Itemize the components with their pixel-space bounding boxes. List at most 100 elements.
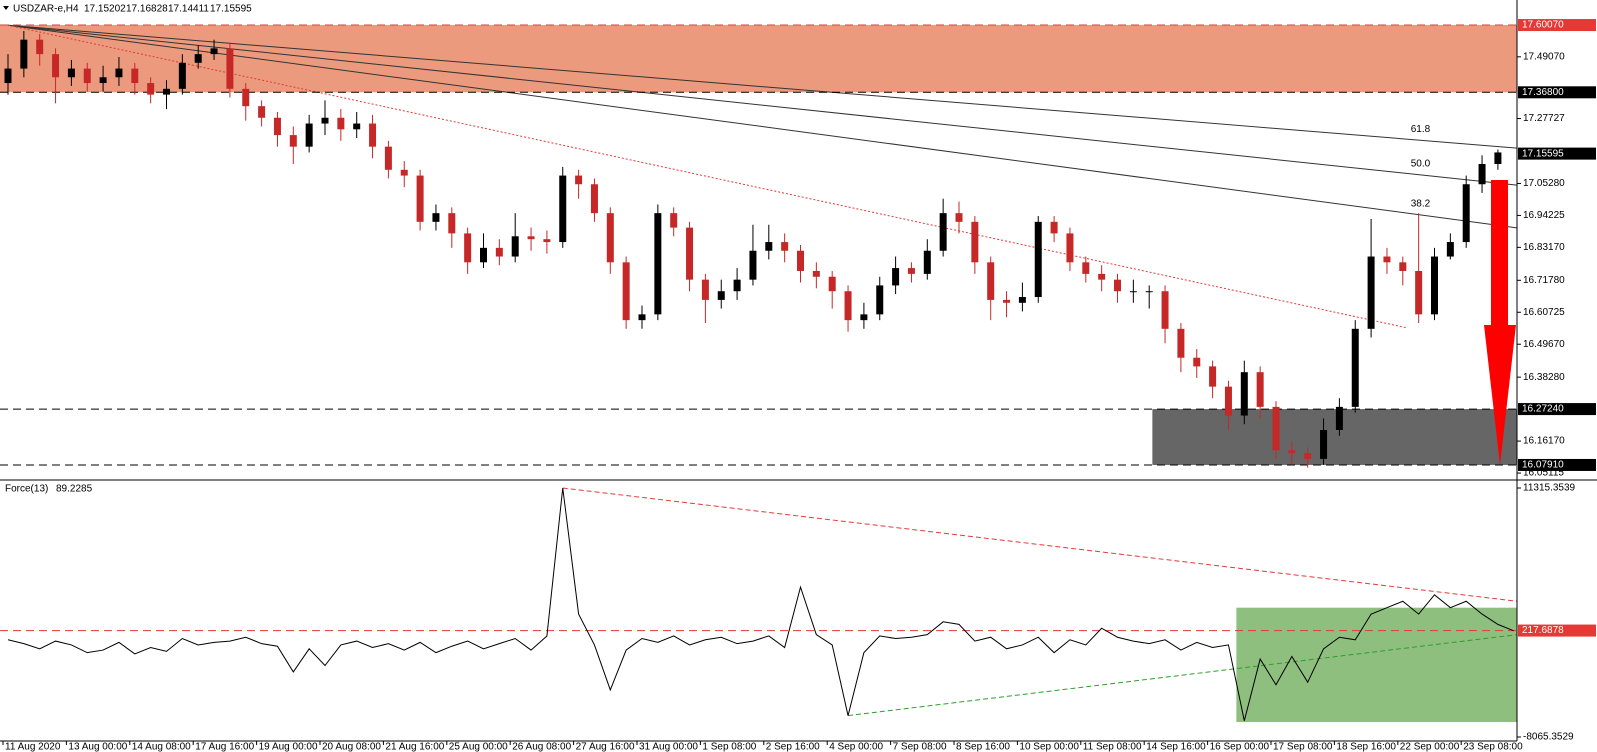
y-tick-label: 17.49070 <box>1523 51 1565 62</box>
level-label-box <box>1518 403 1596 416</box>
fib-label: 50.0 <box>1411 159 1431 170</box>
y-tick-label: 16.83170 <box>1523 242 1565 253</box>
candle-body <box>1193 357 1201 367</box>
zone <box>1236 607 1517 723</box>
candle-body <box>575 175 583 185</box>
candle-body <box>20 39 28 69</box>
x-tick-label: 23 Sep 08:00 <box>1463 742 1523 752</box>
candle-body <box>1129 291 1137 293</box>
candle-body <box>1494 152 1502 165</box>
force-line <box>7 487 1514 721</box>
candle-body <box>210 48 218 55</box>
menu-icon <box>3 6 9 10</box>
candle-body <box>1304 453 1312 459</box>
candle-body <box>353 123 361 130</box>
candle-body <box>765 242 773 251</box>
candle-body <box>1335 406 1343 431</box>
candle-body <box>495 247 503 257</box>
candle-body <box>4 68 12 84</box>
candle-body <box>384 146 392 170</box>
candle-body <box>194 54 202 63</box>
candle-body <box>907 268 915 274</box>
candle-body <box>1462 184 1470 243</box>
candle-body <box>1288 450 1296 454</box>
symbol: USDZAR-e,H4 <box>13 4 79 15</box>
y-tick-label: 16.05115 <box>1523 468 1564 479</box>
zone <box>1152 409 1517 465</box>
y-tick-label: 16.60725 <box>1523 307 1565 318</box>
candle-body <box>876 285 884 315</box>
trendline <box>7 24 1408 329</box>
x-tick-label: 22 Sep 00:00 <box>1400 742 1460 752</box>
y-tick-label: -8065.3529 <box>1523 732 1574 743</box>
fib-label: 38.2 <box>1411 198 1431 209</box>
candle-body <box>923 250 931 274</box>
trendline <box>847 634 1517 717</box>
x-tick-label: 10 Sep 00:00 <box>1019 742 1079 752</box>
close: 17.15595 <box>210 4 252 15</box>
y-tick-label: 16.94225 <box>1523 210 1565 221</box>
candle-body <box>1082 262 1090 274</box>
candle-body <box>654 213 662 315</box>
candle-body <box>242 88 250 107</box>
level-label: 17.15595 <box>1522 148 1564 159</box>
high: 17.16828 <box>126 4 168 15</box>
down-arrow <box>1484 180 1516 465</box>
candle-body <box>147 83 155 95</box>
candle-body <box>733 279 741 292</box>
candle-body <box>1145 291 1153 293</box>
x-tick-label: 26 Aug 08:00 <box>512 742 571 752</box>
candle-body <box>670 213 678 228</box>
candle-body <box>1399 262 1407 271</box>
candle-body <box>701 279 709 300</box>
candle-body <box>226 48 234 89</box>
candle-body <box>67 68 75 78</box>
x-tick-label: 27 Aug 16:00 <box>576 742 635 752</box>
level-label-box <box>1518 458 1596 471</box>
y-tick-label: 16.71780 <box>1523 275 1565 286</box>
candle-body <box>1114 279 1121 292</box>
candle-body <box>36 39 44 55</box>
candle-body <box>432 213 440 222</box>
low: 17.14411 <box>168 4 209 15</box>
candle-body <box>1446 242 1454 257</box>
candle-body <box>273 117 281 136</box>
x-tick-label: 17 Sep 08:00 <box>1273 742 1333 752</box>
open: 17.15202 <box>84 4 126 15</box>
candle-body <box>1098 273 1106 280</box>
candle-body <box>749 250 757 280</box>
x-tick-label: 11 Sep 08:00 <box>1083 742 1142 752</box>
candle-body <box>416 175 424 222</box>
x-tick-label: 11 Aug 2020 <box>5 742 61 752</box>
candle-body <box>83 68 91 84</box>
x-tick-label: 14 Sep 16:00 <box>1146 742 1206 752</box>
x-tick-label: 20 Aug 08:00 <box>322 742 381 752</box>
trendline <box>7 24 1517 149</box>
x-tick-label: 7 Sep 08:00 <box>893 742 947 752</box>
candle-body <box>178 62 186 89</box>
candle-body <box>1050 221 1058 234</box>
candle-body <box>828 276 836 292</box>
level-label: 217.6878 <box>1522 625 1564 636</box>
trendline <box>562 487 1517 602</box>
candle-body <box>1177 328 1185 358</box>
candle-body <box>812 270 820 277</box>
level-label-box <box>1518 86 1596 99</box>
candle-body <box>606 213 614 263</box>
candle-body <box>258 106 266 118</box>
y-tick-label: 16.49670 <box>1523 339 1565 350</box>
y-tick-label: 17.05280 <box>1523 178 1565 189</box>
level-label: 17.60070 <box>1522 20 1564 31</box>
candle-body <box>939 213 947 251</box>
candle-body <box>480 247 487 263</box>
zone <box>0 25 1517 93</box>
candle-body <box>369 123 377 147</box>
candle-body <box>1034 221 1042 298</box>
x-tick-label: 4 Sep 00:00 <box>829 742 883 752</box>
candle-body <box>511 236 519 257</box>
candle-body <box>115 68 123 78</box>
y-tick-label: 16.16170 <box>1523 436 1565 447</box>
candle-body <box>987 262 995 300</box>
x-tick-label: 13 Aug 00:00 <box>68 742 127 752</box>
